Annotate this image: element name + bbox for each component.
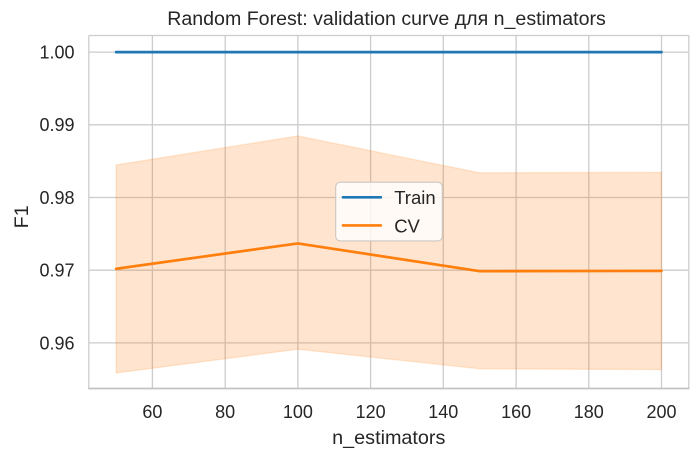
svg-text:0.96: 0.96 — [39, 333, 74, 353]
svg-text:0.98: 0.98 — [39, 188, 74, 208]
svg-text:0.99: 0.99 — [39, 115, 74, 135]
svg-text:180: 180 — [574, 402, 604, 422]
svg-text:1.00: 1.00 — [39, 43, 74, 63]
svg-text:160: 160 — [501, 402, 531, 422]
svg-text:80: 80 — [215, 402, 235, 422]
svg-text:140: 140 — [428, 402, 458, 422]
svg-text:CV: CV — [394, 215, 420, 236]
svg-text:n_estimators: n_estimators — [332, 427, 445, 449]
svg-text:F1: F1 — [11, 205, 33, 228]
svg-text:0.97: 0.97 — [39, 261, 74, 281]
svg-text:60: 60 — [142, 402, 162, 422]
svg-text:Random Forest: validation curv: Random Forest: validation curve для n_es… — [167, 8, 606, 30]
svg-text:100: 100 — [283, 402, 313, 422]
svg-text:200: 200 — [646, 402, 676, 422]
svg-text:120: 120 — [356, 402, 386, 422]
svg-text:Train: Train — [394, 187, 435, 208]
